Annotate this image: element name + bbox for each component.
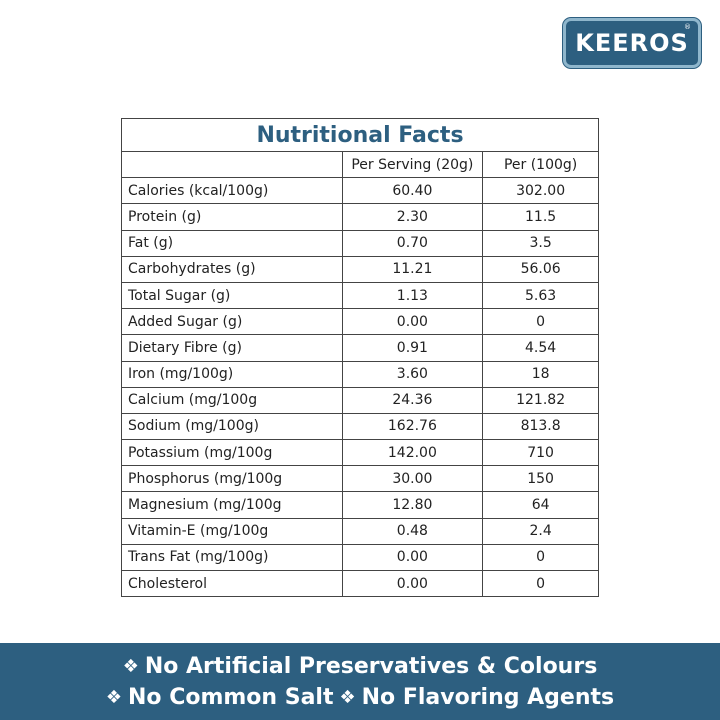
table-row: Protein (g) 2.30 11.5 [121, 203, 599, 231]
claim-no-preservatives: No Artificial Preservatives & Colours [144, 653, 598, 679]
per-100g-value: 302.00 [482, 177, 599, 205]
per-serving-value: 2.30 [341, 203, 484, 231]
table-row: Dietary Fibre (g) 0.91 4.54 [121, 334, 599, 362]
table-row: Fat (g) 0.70 3.5 [121, 229, 599, 257]
nutrient-label: Added Sugar (g) [121, 308, 343, 336]
per-serving-value: 60.40 [341, 177, 484, 205]
per-serving-value: 3.60 [341, 360, 484, 388]
per-100g-value: 121.82 [482, 386, 599, 414]
table-row: Carbohydrates (g) 11.21 56.06 [121, 255, 599, 283]
table-body: Calories (kcal/100g) 60.40 302.00 Protein (… [121, 177, 599, 598]
per-serving-value: 1.13 [341, 281, 484, 310]
table-row: Added Sugar (g) 0.00 0 [121, 308, 599, 336]
per-100g-value: 18 [482, 360, 599, 388]
nutrient-label: Fat (g) [121, 229, 343, 257]
claim-no-flavoring: No Flavoring Agents [361, 684, 615, 710]
per-100g-value: 0 [482, 569, 599, 598]
brand-logo: KEEROS ® [563, 18, 701, 68]
table-title: Nutritional Facts [121, 118, 599, 152]
table-row: Magnesium (mg/100g 12.80 64 [121, 491, 599, 519]
per-100g-value: 64 [482, 491, 599, 519]
per-serving-value: 0.91 [341, 334, 484, 362]
claims-line-2: ❖ No Common Salt ❖ No Flavoring Agents [106, 682, 614, 713]
nutrient-label: Total Sugar (g) [121, 281, 343, 310]
header-per-100g: Per (100g) [482, 150, 599, 179]
per-serving-value: 11.21 [341, 255, 484, 283]
table-row: Total Sugar (g) 1.13 5.63 [121, 281, 599, 310]
table-row: Vitamin-E (mg/100g 0.48 2.4 [121, 517, 599, 545]
nutrient-label: Magnesium (mg/100g [121, 491, 343, 519]
header-nutrient [121, 150, 343, 179]
claims-banner: ❖ No Artificial Preservatives & Colours ❖… [0, 643, 720, 720]
per-100g-value: 11.5 [482, 203, 599, 231]
nutrient-label: Trans Fat (mg/100g) [121, 543, 343, 572]
per-serving-value: 0.70 [341, 229, 484, 257]
per-100g-value: 56.06 [482, 255, 599, 283]
nutrient-label: Dietary Fibre (g) [121, 334, 343, 362]
per-100g-value: 150 [482, 465, 599, 493]
per-serving-value: 162.76 [341, 412, 484, 441]
table-row: Cholesterol 0.00 0 [121, 569, 599, 598]
diamond-bullet-icon: ❖ [122, 655, 139, 677]
nutrient-label: Cholesterol [121, 569, 343, 598]
per-serving-value: 0.00 [341, 569, 484, 598]
table-row: Phosphorus (mg/100g 30.00 150 [121, 465, 599, 493]
table-row: Calcium (mg/100g 24.36 121.82 [121, 386, 599, 414]
per-100g-value: 2.4 [482, 517, 599, 545]
nutrient-label: Calcium (mg/100g [121, 386, 343, 414]
table-header-row: Per Serving (20g) Per (100g) [121, 150, 599, 179]
registered-mark: ® [684, 23, 691, 31]
table-row: Trans Fat (mg/100g) 0.00 0 [121, 543, 599, 572]
nutrient-label: Sodium (mg/100g) [121, 412, 343, 441]
per-serving-value: 142.00 [341, 439, 484, 467]
diamond-bullet-icon: ❖ [105, 686, 123, 708]
nutrient-label: Potassium (mg/100g [121, 439, 343, 467]
nutrient-label: Carbohydrates (g) [121, 255, 343, 283]
per-100g-value: 5.63 [482, 281, 599, 310]
claims-line-1: ❖ No Artificial Preservatives & Colours [123, 651, 598, 682]
per-serving-value: 24.36 [341, 386, 484, 414]
diamond-bullet-icon: ❖ [339, 686, 356, 708]
table-row: Iron (mg/100g) 3.60 18 [121, 360, 599, 388]
per-serving-value: 0.00 [341, 543, 484, 572]
per-serving-value: 0.00 [341, 308, 484, 336]
logo-text: KEEROS [575, 29, 689, 57]
header-per-serving: Per Serving (20g) [341, 150, 484, 179]
nutrient-label: Protein (g) [121, 203, 343, 231]
table-row: Potassium (mg/100g 142.00 710 [121, 439, 599, 467]
per-100g-value: 813.8 [482, 412, 599, 441]
per-100g-value: 0 [482, 543, 599, 572]
table-row: Sodium (mg/100g) 162.76 813.8 [121, 412, 599, 441]
nutrient-label: Calories (kcal/100g) [121, 177, 343, 205]
claim-no-salt: No Common Salt [128, 684, 334, 710]
per-serving-value: 12.80 [341, 491, 484, 519]
per-100g-value: 4.54 [482, 334, 599, 362]
nutrient-label: Vitamin-E (mg/100g [121, 517, 343, 545]
per-100g-value: 710 [482, 439, 599, 467]
per-100g-value: 3.5 [482, 229, 599, 257]
per-serving-value: 0.48 [341, 517, 484, 545]
per-serving-value: 30.00 [341, 465, 484, 493]
nutrition-table: Nutritional Facts Per Serving (20g) Per … [121, 118, 599, 598]
per-100g-value: 0 [482, 308, 599, 336]
table-row: Calories (kcal/100g) 60.40 302.00 [121, 177, 599, 205]
nutrient-label: Phosphorus (mg/100g [121, 465, 343, 493]
nutrient-label: Iron (mg/100g) [121, 360, 343, 388]
